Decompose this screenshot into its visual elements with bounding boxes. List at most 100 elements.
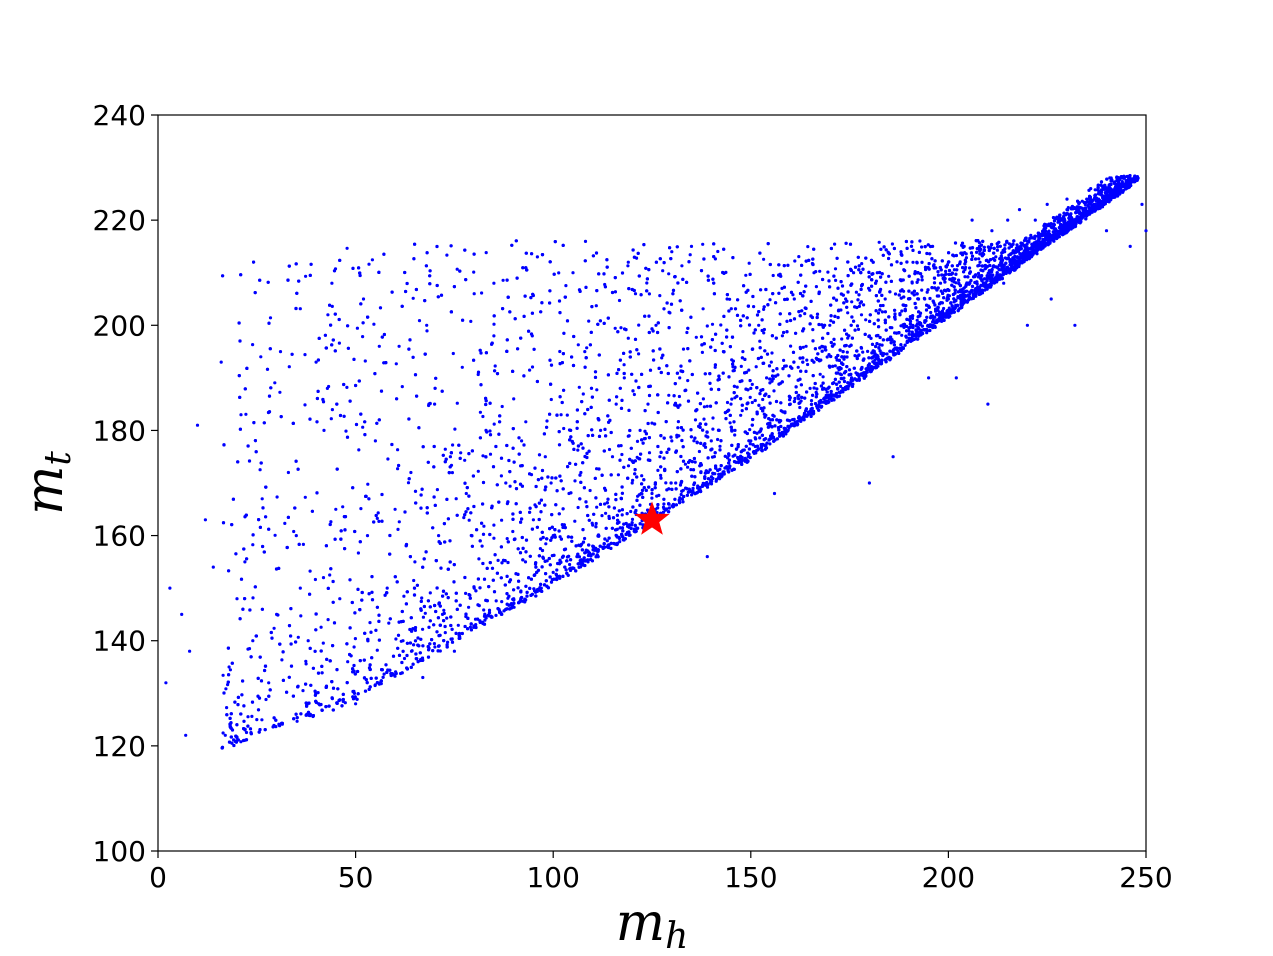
data-point bbox=[421, 627, 425, 631]
data-point bbox=[1065, 197, 1069, 201]
data-point bbox=[803, 396, 807, 400]
data-point bbox=[500, 600, 504, 604]
data-point bbox=[791, 293, 795, 297]
data-point bbox=[646, 402, 650, 406]
data-point bbox=[604, 526, 608, 530]
data-point bbox=[929, 310, 933, 315]
data-point bbox=[766, 242, 770, 246]
data-point bbox=[356, 551, 360, 555]
data-point bbox=[752, 331, 756, 335]
data-point bbox=[678, 403, 682, 407]
data-point bbox=[1085, 197, 1089, 201]
data-point bbox=[899, 250, 903, 254]
data-point bbox=[631, 389, 635, 393]
data-point bbox=[670, 439, 674, 443]
data-point bbox=[709, 439, 713, 443]
data-point bbox=[454, 497, 458, 501]
data-point bbox=[387, 621, 391, 625]
data-point bbox=[977, 257, 981, 261]
data-point bbox=[953, 241, 958, 245]
data-point bbox=[757, 323, 761, 327]
data-point bbox=[397, 344, 401, 348]
data-point bbox=[938, 281, 943, 285]
data-point bbox=[411, 662, 415, 666]
data-point bbox=[804, 344, 808, 348]
data-point bbox=[549, 363, 554, 367]
data-point bbox=[498, 420, 502, 424]
data-point bbox=[696, 484, 700, 488]
data-point bbox=[705, 485, 710, 489]
data-point bbox=[558, 535, 562, 539]
data-point bbox=[425, 329, 429, 333]
data-point bbox=[464, 614, 468, 619]
data-point bbox=[711, 416, 715, 420]
data-point bbox=[535, 255, 540, 259]
data-point bbox=[253, 291, 257, 295]
data-point bbox=[243, 560, 247, 564]
data-point bbox=[433, 402, 437, 406]
data-point bbox=[583, 536, 587, 541]
data-point bbox=[752, 305, 756, 309]
data-point bbox=[690, 493, 694, 497]
data-point bbox=[579, 442, 583, 446]
data-point bbox=[881, 253, 885, 257]
data-point bbox=[821, 277, 825, 282]
data-point bbox=[492, 322, 496, 326]
data-point bbox=[579, 470, 583, 475]
data-point bbox=[769, 360, 773, 364]
data-point bbox=[884, 280, 888, 284]
data-point bbox=[211, 565, 215, 569]
data-point bbox=[433, 645, 437, 649]
data-point bbox=[815, 387, 819, 391]
data-point bbox=[686, 379, 690, 383]
data-point bbox=[656, 330, 660, 335]
data-point bbox=[739, 413, 743, 417]
data-point bbox=[428, 591, 432, 595]
data-point bbox=[480, 291, 484, 295]
data-point bbox=[476, 469, 480, 473]
data-point bbox=[950, 283, 954, 287]
data-point bbox=[326, 618, 330, 622]
data-point bbox=[859, 345, 863, 350]
data-point bbox=[802, 290, 806, 294]
data-point bbox=[203, 518, 207, 522]
data-point bbox=[667, 272, 671, 276]
data-point bbox=[540, 565, 544, 569]
data-point bbox=[321, 641, 325, 645]
data-point bbox=[747, 261, 751, 265]
data-point bbox=[487, 608, 492, 612]
data-point bbox=[482, 608, 486, 612]
data-point bbox=[702, 417, 706, 421]
data-point bbox=[266, 280, 270, 284]
data-point bbox=[184, 733, 188, 737]
data-point bbox=[519, 336, 523, 340]
data-point bbox=[951, 253, 955, 257]
data-point bbox=[251, 543, 255, 547]
data-point bbox=[278, 350, 283, 354]
data-point bbox=[990, 229, 994, 233]
data-point bbox=[481, 414, 485, 419]
data-point bbox=[627, 434, 631, 438]
data-point bbox=[361, 425, 365, 429]
data-point bbox=[594, 521, 598, 526]
data-point bbox=[260, 718, 264, 722]
data-point bbox=[829, 319, 833, 323]
data-point bbox=[419, 599, 423, 604]
data-point bbox=[920, 245, 924, 249]
data-point bbox=[375, 605, 379, 609]
data-point bbox=[613, 326, 617, 330]
data-point bbox=[710, 322, 715, 326]
data-point bbox=[244, 730, 249, 735]
data-point bbox=[922, 296, 927, 300]
data-point bbox=[688, 253, 692, 257]
data-point bbox=[504, 481, 508, 485]
data-point bbox=[1007, 246, 1011, 250]
data-point bbox=[562, 426, 566, 431]
data-point bbox=[550, 525, 554, 529]
data-point bbox=[528, 368, 532, 372]
data-point bbox=[568, 562, 572, 567]
data-point bbox=[268, 316, 273, 320]
data-point bbox=[322, 428, 326, 432]
data-point bbox=[573, 479, 577, 483]
data-point bbox=[423, 611, 427, 615]
